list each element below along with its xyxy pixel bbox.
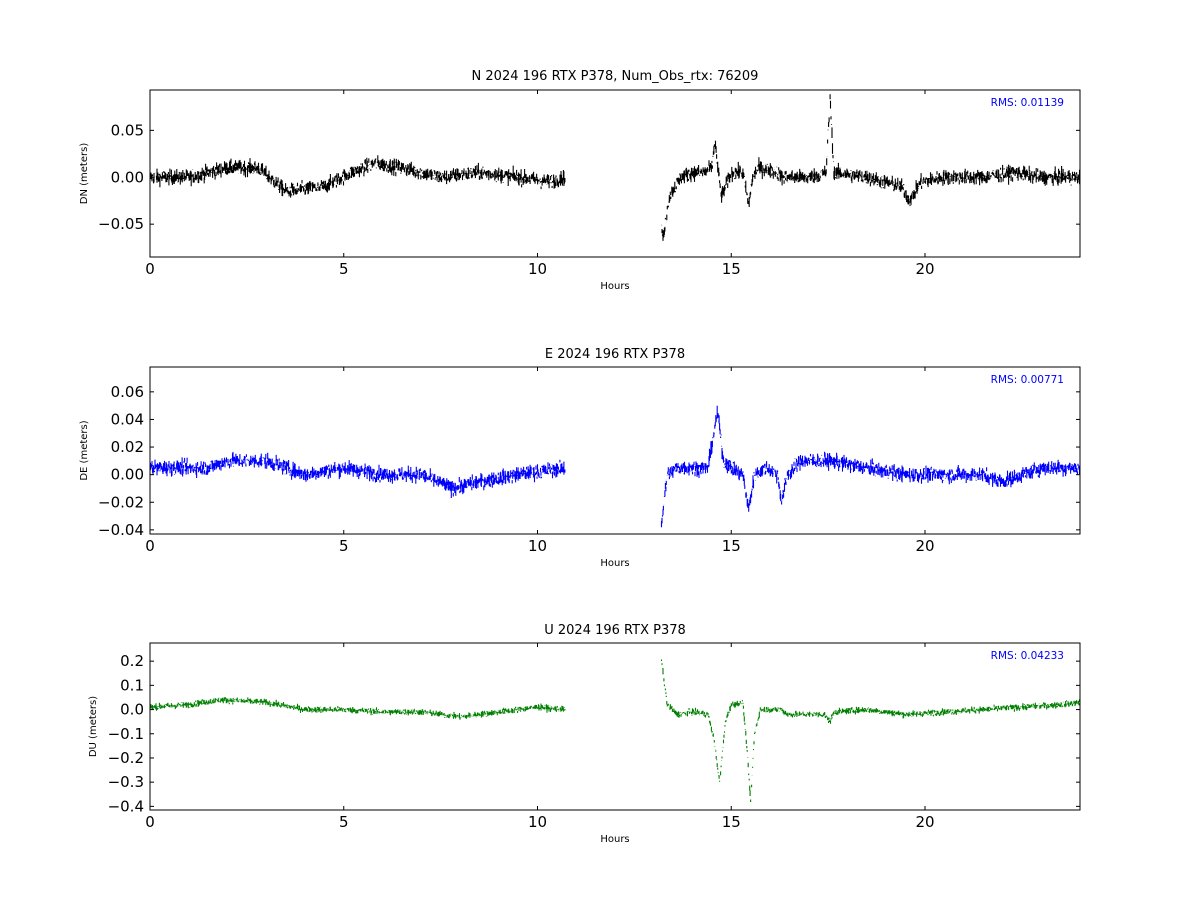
panel-north-series-segment-1 (150, 155, 566, 198)
panel-north-ytick-label: 0.00 (111, 168, 144, 186)
panel-up-ytick-label: 0.1 (120, 676, 144, 694)
panel-east-ytick-label: 0.02 (111, 438, 144, 456)
panel-north-xtick-label: 10 (528, 260, 547, 278)
panel-north-ylabel: DN (meters) (79, 143, 90, 205)
panel-north-xtick-label: 15 (722, 260, 741, 278)
panel-east-ticks: 0 5 10 15 20 0.06 0.04 0.02 0.00 −0.02 −0.04 (98, 367, 1080, 555)
panel-up-ytick-label: −0.4 (108, 797, 144, 815)
panel-north-series-segment-2 (660, 94, 1080, 241)
panel-up-ytick-label: 0.0 (120, 701, 144, 719)
panel-east-ytick-label: −0.02 (98, 493, 144, 511)
panel-east-xtick-label: 15 (722, 537, 741, 555)
panel-east-xtick-label: 0 (145, 537, 155, 555)
panel-east-rms: RMS: 0.00771 (991, 374, 1064, 386)
panel-up-xlabel: Hours (600, 834, 629, 845)
panel-up: U 2024 196 RTX P378 0 5 10 15 20 0.2 0.1 0.0 −0.… (88, 623, 1081, 845)
panel-east-ytick-label: 0.06 (111, 383, 144, 401)
panel-up-xtick-label: 5 (339, 813, 349, 831)
panel-north-rms: RMS: 0.01139 (991, 97, 1064, 109)
panel-up-ytick-label: −0.2 (108, 749, 144, 767)
panel-north-xtick-label: 20 (915, 260, 934, 278)
panel-east-xlabel: Hours (600, 558, 629, 569)
panel-east-title: E 2024 196 RTX P378 (545, 347, 685, 362)
panel-east-xtick-label: 20 (915, 537, 934, 555)
panel-east-ytick-label: 0.00 (111, 466, 144, 484)
panel-east-frame (149, 366, 1081, 535)
panel-north-ytick-label: −0.05 (98, 215, 144, 233)
panel-east-xtick-label: 10 (528, 537, 547, 555)
panel-up-ticks: 0 5 10 15 20 0.2 0.1 0.0 −0.1 −0.2 −0.3 −0.4 (108, 643, 1080, 831)
panel-east-series-segment-1 (150, 451, 566, 498)
panel-north-plot-area (150, 94, 1080, 241)
panel-east-ytick-label: −0.04 (98, 521, 144, 539)
panel-up-ytick-label: −0.1 (108, 725, 144, 743)
panel-north-frame (149, 89, 1081, 258)
panel-east-ylabel: DE (meters) (79, 420, 90, 480)
panel-east-plot-area (150, 405, 1080, 528)
panel-up-title: U 2024 196 RTX P378 (544, 623, 686, 638)
panel-north-ticks: 0 5 10 15 20 0.05 0.00 −0.05 (98, 90, 1080, 278)
panel-up-frame (149, 642, 1081, 811)
panel-up-ytick-label: −0.3 (108, 773, 144, 791)
panel-north-ytick-label: 0.05 (111, 121, 144, 139)
panel-up-series-segment-1 (150, 697, 566, 720)
panel-up-rms: RMS: 0.04233 (991, 650, 1064, 662)
panel-north-xtick-label: 0 (145, 260, 155, 278)
panel-north-xlabel: Hours (600, 281, 629, 292)
panel-north: N 2024 196 RTX P378, Num_Obs_rtx: 76209 … (79, 69, 1081, 292)
panel-up-ytick-label: 0.2 (120, 652, 144, 670)
panel-east: E 2024 196 RTX P378 0 5 10 15 20 0.06 0.04 0.02… (79, 347, 1081, 569)
panel-east-series-segment-2 (660, 405, 1080, 528)
panel-up-xtick-label: 20 (915, 813, 934, 831)
panel-up-xtick-label: 15 (722, 813, 741, 831)
panel-east-ytick-label: 0.04 (111, 410, 144, 428)
panel-east-xtick-label: 5 (339, 537, 349, 555)
panel-up-xtick-label: 0 (145, 813, 155, 831)
panel-up-xtick-label: 10 (528, 813, 547, 831)
panel-up-ylabel: DU (meters) (88, 696, 99, 757)
panel-north-title: N 2024 196 RTX P378, Num_Obs_rtx: 76209 (472, 69, 759, 84)
panel-north-xtick-label: 5 (339, 260, 349, 278)
